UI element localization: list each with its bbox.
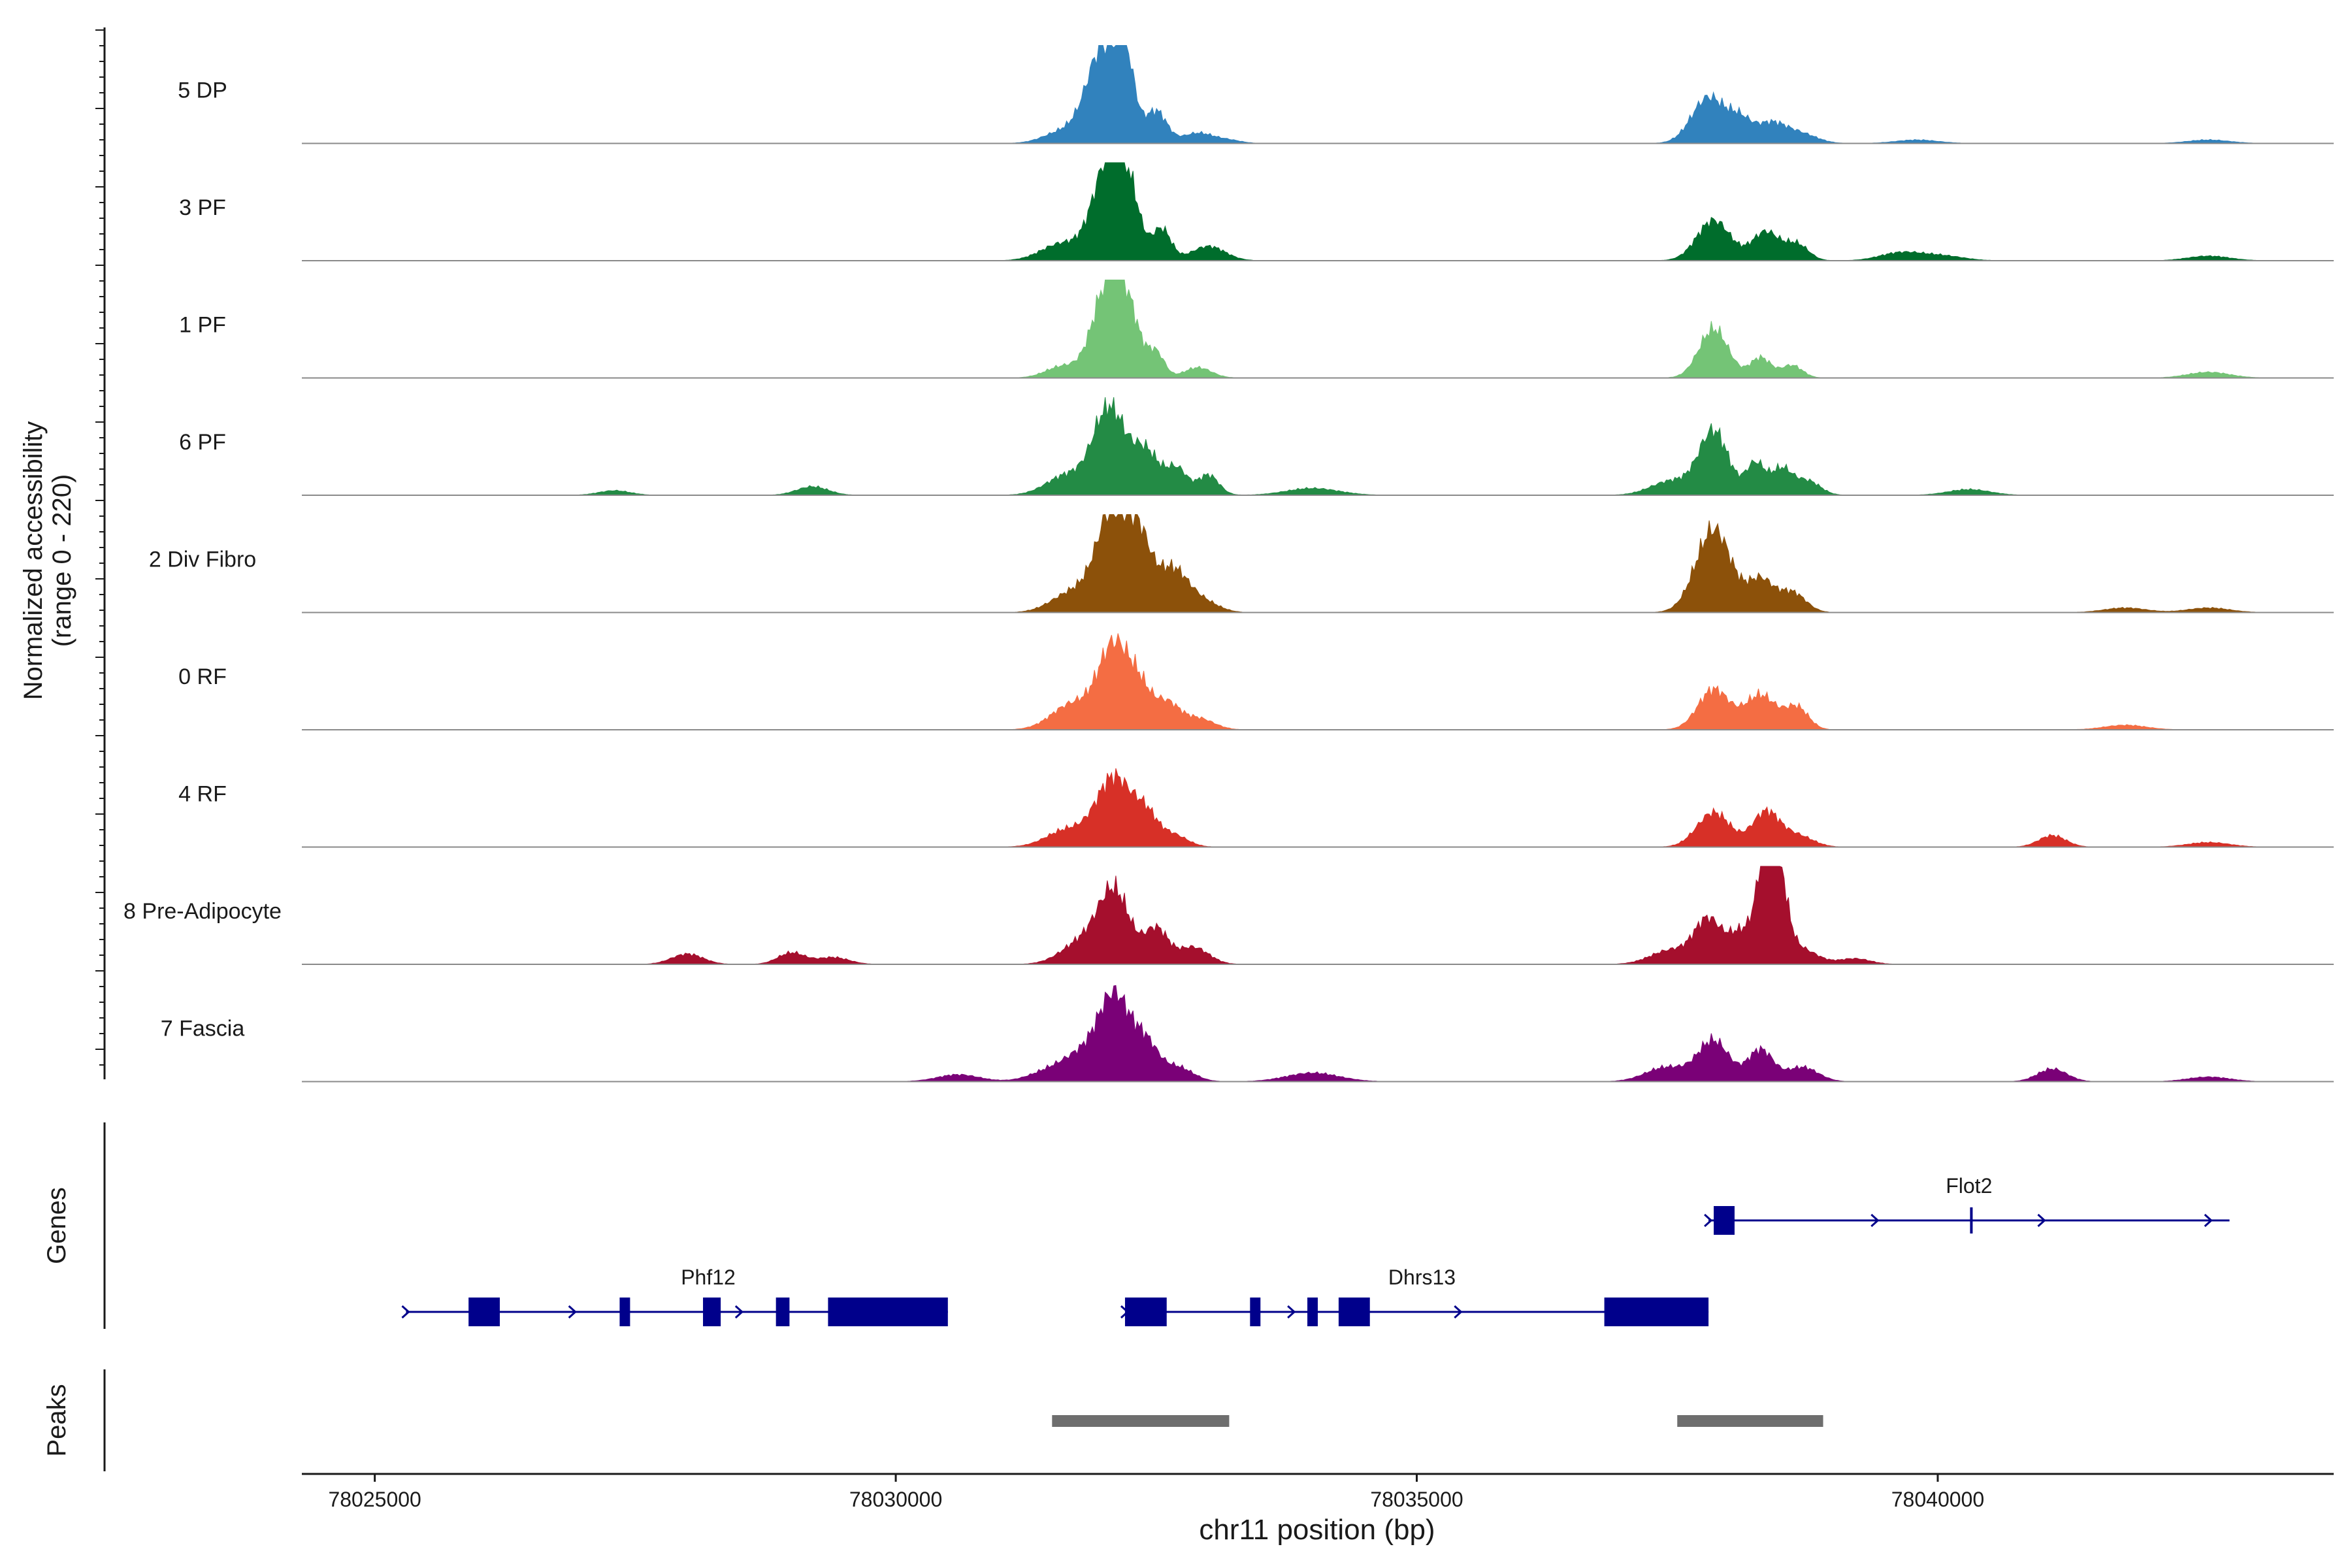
x-tick-label: 78040000: [1891, 1488, 1984, 1511]
track-2-div-fibro: 2 Div Fibro: [149, 514, 2334, 613]
gene-strand-arrow: [568, 1305, 577, 1319]
track-1-pf: 1 PF: [179, 280, 2334, 379]
y-axis-title: Normalized accessibility: [19, 421, 48, 700]
gene-exon: [1970, 1207, 1973, 1233]
coverage-tracks: 5 DP 3 PF 1 PF 6 PF 2 Div Fibro 0 RF 4 RF 8 Pre…: [123, 45, 2334, 1083]
gene-strand-arrow: [401, 1305, 410, 1319]
x-tick-label: 78035000: [1370, 1488, 1463, 1511]
coverage-y-axis-ticks: [95, 29, 105, 1066]
gene-exon: [828, 1298, 948, 1326]
gene-strand-arrow: [2204, 1213, 2213, 1228]
gene-strand-arrow: [734, 1305, 744, 1319]
gene-exon: [1250, 1298, 1261, 1326]
gene-exon: [703, 1298, 721, 1326]
peak-regions: [1052, 1415, 1823, 1427]
x-axis: 78025000 78030000 78035000 78040000 chr11 p…: [302, 1473, 2334, 1546]
track-4-rf: 4 RF: [178, 768, 2334, 848]
peaks-panel-label: Peaks: [42, 1384, 71, 1456]
gene-exon: [1604, 1298, 1709, 1326]
gene-strand-arrow: [2037, 1213, 2046, 1228]
gene-dhrs13: Dhrs13: [1120, 1266, 1709, 1326]
track-label: 4 RF: [178, 782, 227, 807]
gene-strand-arrow: [1870, 1213, 1880, 1228]
track-7-fascia: 7 Fascia: [161, 985, 2334, 1083]
peak-region-bar: [1677, 1415, 1823, 1427]
gene-strand-arrow: [1454, 1305, 1463, 1319]
gene-strand-arrow: [1287, 1305, 1296, 1319]
track-8-pre-adipocyte: 8 Pre-Adipocyte: [123, 866, 2334, 965]
coverage-y-label: Normalized accessibility (range 0 - 220): [19, 421, 76, 700]
track-5-dp: 5 DP: [178, 45, 2334, 144]
track-label: 6 PF: [179, 430, 226, 455]
x-axis-ticks: 78025000 78030000 78035000 78040000: [328, 1474, 1984, 1511]
x-axis-title: chr11 position (bp): [1199, 1514, 1435, 1546]
coverage-y-axis: [95, 27, 106, 1079]
track-label: 1 PF: [179, 313, 226, 338]
gene-exon: [1124, 1298, 1167, 1326]
x-tick-label: 78025000: [328, 1488, 421, 1511]
gene-exon: [619, 1298, 630, 1326]
y-axis-range: (range 0 - 220): [48, 474, 76, 647]
x-tick-label: 78030000: [849, 1488, 942, 1511]
track-label: 8 Pre-Adipocyte: [123, 899, 282, 924]
gene-label: Phf12: [681, 1266, 736, 1289]
gene-label: Flot2: [1946, 1174, 1992, 1198]
gene-exon: [468, 1298, 500, 1326]
gene-models: Phf12 Dhrs13 Flot2: [401, 1174, 2230, 1326]
gene-exon: [1714, 1206, 1735, 1235]
gene-exon: [1338, 1298, 1370, 1326]
track-label: 5 DP: [178, 78, 227, 103]
gene-exon: [776, 1298, 790, 1326]
track-label: 0 RF: [178, 664, 227, 689]
track-6-pf: 6 PF: [179, 397, 2334, 496]
track-label: 3 PF: [179, 195, 226, 220]
track-0-rf: 0 RF: [178, 633, 2334, 730]
genes-panel-label: Genes: [42, 1187, 71, 1264]
gene-exon: [1307, 1298, 1318, 1326]
gene-strand-arrow: [1704, 1213, 1713, 1228]
gene-phf12: Phf12: [401, 1266, 948, 1326]
peak-region-bar: [1052, 1415, 1230, 1427]
track-label: 7 Fascia: [161, 1017, 245, 1041]
track-label: 2 Div Fibro: [149, 547, 256, 572]
track-3-pf: 3 PF: [179, 162, 2334, 261]
gene-flot2: Flot2: [1704, 1174, 2230, 1235]
gene-label: Dhrs13: [1388, 1266, 1456, 1289]
